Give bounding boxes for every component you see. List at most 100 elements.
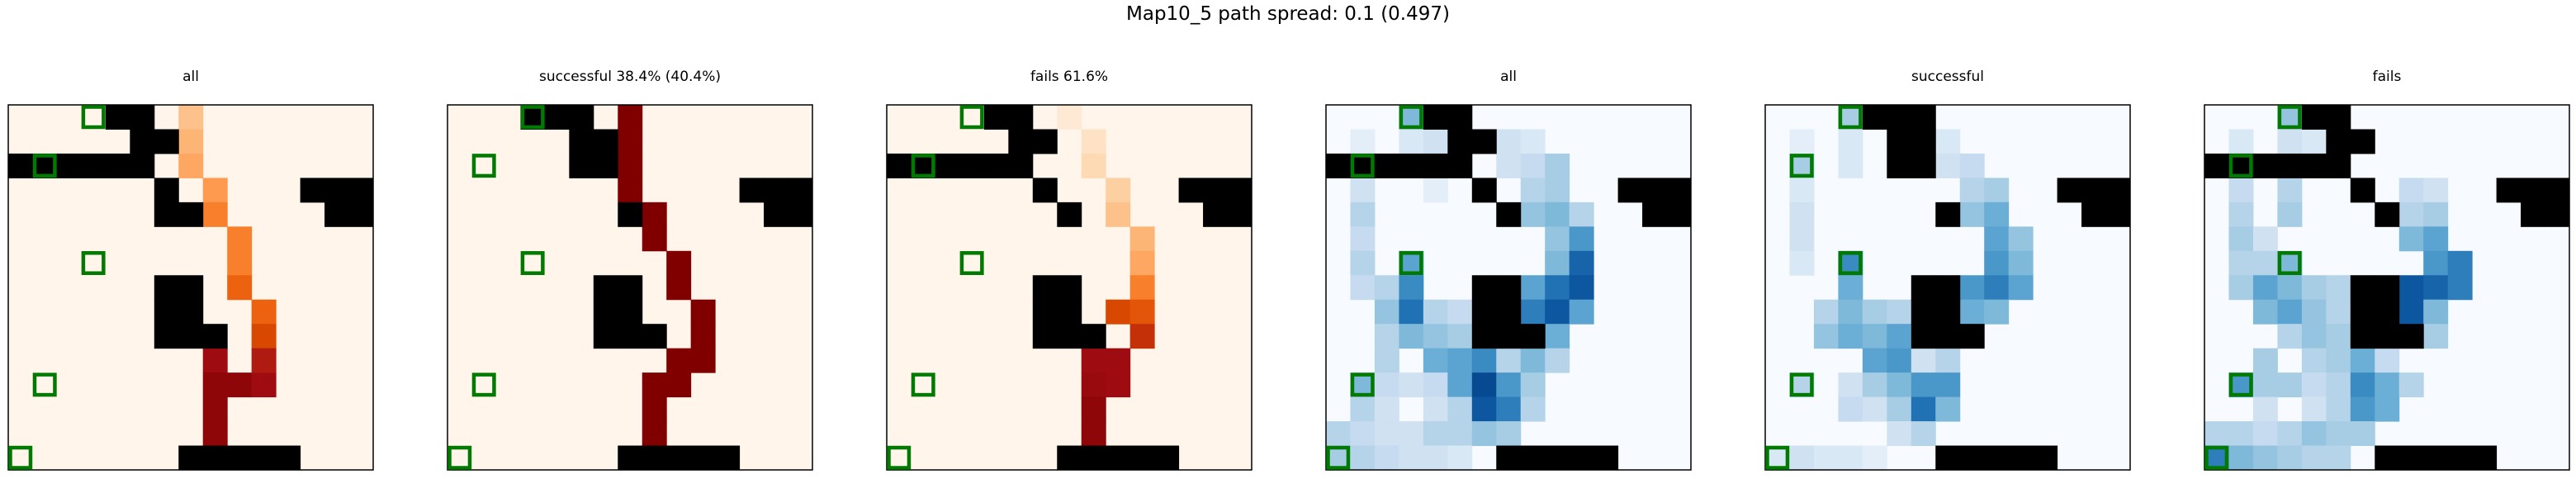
wall-cell [276,445,301,471]
heat-cell [2277,372,2303,398]
heat-cell [2326,372,2351,398]
target-marker [32,154,57,178]
heat-cell [1520,348,1546,373]
panel-title: successful [1911,69,1984,85]
heat-cell [2301,396,2327,422]
heat-cell [1545,226,1570,252]
heat-cell [2350,396,2375,422]
wall-cell [2057,178,2082,203]
wall-cell [1496,202,1522,227]
wall-cell [1374,153,1399,178]
wall-cell [788,202,813,227]
heatmap-panel-4: all [1325,69,1692,471]
wall-cell [1911,105,1936,130]
wall-cell [2496,178,2522,203]
heat-cell [1081,396,1106,422]
heat-cell [1862,372,1887,398]
wall-cell [1911,324,1936,349]
heat-cell [2350,372,2375,398]
heat-cell [2252,299,2278,325]
wall-cell [1032,129,1058,154]
target-marker [471,154,496,178]
wall-cell [1008,129,1034,154]
panel-title: fails [2373,69,2402,85]
heat-cell [202,348,228,373]
wall-cell [544,105,570,130]
heat-cell [2423,226,2449,252]
heat-cell [1471,421,1497,447]
target-marker [1838,251,1863,276]
wall-cell [569,153,594,178]
heat-cell [1545,324,1570,349]
heat-cell [1374,299,1399,325]
wall-cell [1227,178,1252,203]
wall-cell [1935,445,1961,471]
heat-cell [2447,250,2473,276]
heat-cell [1423,445,1448,471]
wall-cell [1129,445,1155,471]
wall-cell [178,324,204,349]
wall-cell [1081,324,1106,349]
wall-cell [1057,445,1082,471]
heat-cell [2252,275,2278,301]
target-marker [1838,105,1863,130]
wall-cell [959,153,985,178]
wall-cell [2398,324,2424,349]
panel-title: fails 61.6% [1030,69,1108,85]
heat-cell [2326,421,2351,447]
wall-cell [1496,445,1522,471]
heat-cell [1447,299,1473,325]
heat-cell [1423,372,1448,398]
heat-cell [2326,396,2351,422]
heat-cell [690,324,716,349]
heat-cell [2277,421,2303,447]
heat-cell [2301,372,2327,398]
wall-cell [2521,202,2546,227]
heat-cell [1496,396,1522,422]
heat-cell [1813,445,1839,471]
heat-cell [1520,372,1546,398]
wall-cell [1935,275,1961,301]
heat-cell [666,275,692,301]
heat-cell [1959,202,1985,227]
heat-cell [1106,178,1131,203]
heat-cell [2277,324,2303,349]
wall-cell [1203,202,1229,227]
heat-cell [2228,202,2254,227]
wall-cell [1666,202,1692,227]
wall-cell [2081,178,2107,203]
heat-cell [1789,445,1815,471]
heat-cell [2277,445,2303,471]
heat-cell [1350,445,1376,471]
wall-cell [2301,153,2327,178]
heat-cell [1520,275,1546,301]
wall-cell [1471,129,1497,154]
heat-cell [618,153,643,178]
wall-cell [1617,178,1643,203]
wall-cell [2350,324,2375,349]
heat-cell [1520,178,1546,203]
wall-cell [8,153,33,178]
wall-cell [1887,129,1912,154]
wall-cell [1935,324,1961,349]
wall-cell [178,275,204,301]
wall-cell [1032,324,1058,349]
wall-cell [788,178,813,203]
wall-cell [1471,275,1497,301]
heat-cell [1081,421,1106,447]
wall-cell [1593,445,1619,471]
heat-cell [1959,299,1985,325]
target-marker [911,154,935,178]
wall-cell [2252,153,2278,178]
wall-cell [1081,445,1106,471]
heat-cell [1471,372,1497,398]
heat-cell [2398,372,2424,398]
wall-cell [1227,202,1252,227]
heat-cell [1984,275,2010,301]
wall-cell [1887,105,1912,130]
heat-cell [2252,348,2278,373]
wall-cell [1496,275,1522,301]
wall-cell [1447,129,1473,154]
heat-cell [2204,421,2229,447]
